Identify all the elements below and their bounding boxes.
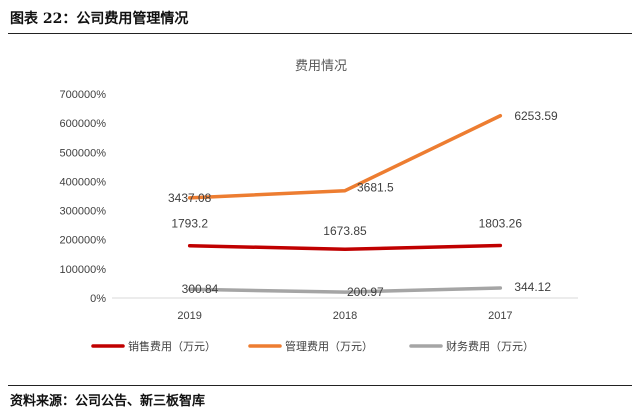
y-tick-label: 200000%	[60, 235, 107, 247]
legend-label-2: 管理费用（万元）	[285, 339, 373, 353]
legend-label-3: 财务费用（万元）	[446, 339, 534, 353]
data-label: 200.97	[347, 285, 384, 299]
x-tick-label: 2017	[488, 310, 512, 322]
y-tick-label: 100000%	[60, 264, 107, 276]
data-label: 1673.85	[323, 224, 367, 238]
source-note: 资料来源：公司公告、新三板智库	[10, 394, 206, 409]
data-label: 1803.26	[479, 216, 523, 230]
y-tick-label: 700000%	[60, 89, 107, 101]
x-tick-label: 2018	[333, 310, 357, 322]
y-tick-label: 600000%	[60, 118, 107, 130]
x-tick-label: 2019	[177, 310, 201, 322]
series-line-2	[187, 114, 503, 200]
chart-title: 费用情况	[295, 59, 347, 74]
data-label: 3437.08	[168, 191, 212, 205]
data-label: 6253.59	[514, 109, 558, 123]
data-label: 344.12	[514, 280, 551, 294]
figure-caption: 图表 22：公司费用管理情况	[10, 11, 189, 27]
data-label: 1793.2	[171, 217, 208, 231]
series-line-3	[187, 286, 503, 294]
data-label: 300.84	[182, 282, 219, 296]
series-line-1	[187, 243, 503, 251]
bottom-rule	[8, 385, 632, 386]
y-tick-label: 500000%	[60, 147, 107, 159]
y-tick-label: 0%	[90, 293, 106, 305]
legend-label-1: 销售费用（万元）	[128, 339, 216, 353]
y-tick-label: 400000%	[60, 176, 107, 188]
y-tick-label: 300000%	[60, 206, 107, 218]
data-label: 3681.5	[357, 181, 394, 195]
top-rule	[8, 33, 632, 34]
